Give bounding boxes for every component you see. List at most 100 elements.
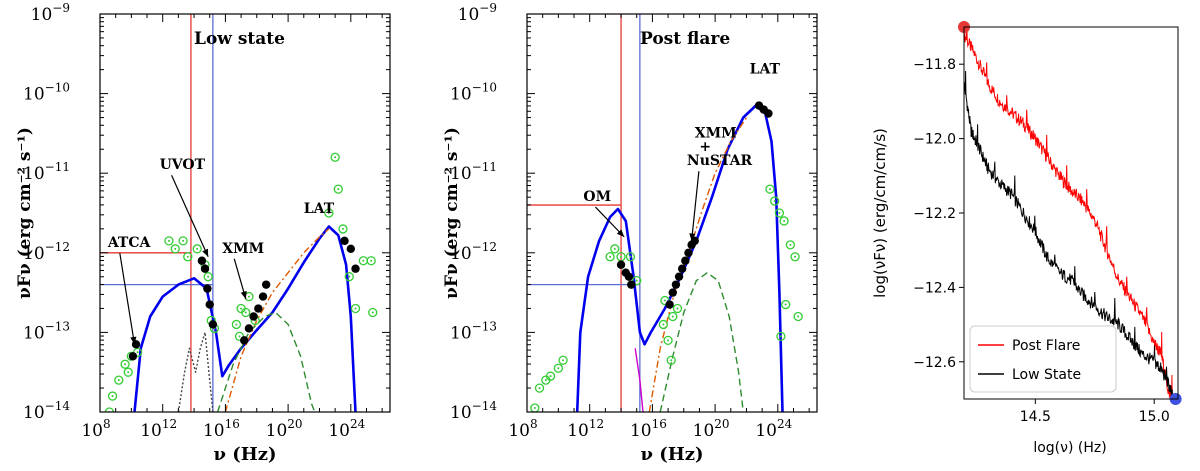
p2-x-tick-exponent-20: 20 xyxy=(714,417,729,431)
p1-archival-data-point-center-18 xyxy=(244,311,247,314)
p1-archival-data-point-center-13 xyxy=(207,275,210,278)
p2-archival-data-point-center-14 xyxy=(663,299,666,302)
p1-archival-data-point-11 xyxy=(192,244,202,254)
p1-campaign-data-point-9 xyxy=(249,312,258,321)
p1-y-tick-exponent--12: −12 xyxy=(45,240,70,254)
p1-archival-data-point-22 xyxy=(324,208,334,218)
p2-archival-data-point-center-15 xyxy=(676,307,679,310)
p1-archival-data-point-center-7 xyxy=(167,239,170,242)
p2-campaign-data-point-0 xyxy=(616,260,626,269)
p1-archival-data-point-center-29 xyxy=(370,259,373,262)
p1-archival-data-point-center-27 xyxy=(354,307,357,310)
p2-archival-data-point-center-5 xyxy=(562,359,565,362)
p1-archival-data-point-center-11 xyxy=(196,247,199,250)
p2-clipped-layer xyxy=(527,14,803,412)
p1-archival-data-point-center-19 xyxy=(247,295,250,298)
p1-archival-data-point-29 xyxy=(366,256,376,266)
p1-y-tick-label--9: 10−9 xyxy=(31,1,70,25)
p2-campaign-data-point-8 xyxy=(677,264,687,273)
post-flare-annotations: OM XMM+NuSTAR LAT xyxy=(583,62,781,241)
p1-x-tick-exponent-24: 24 xyxy=(350,417,366,431)
optical-zoom-legend: Post Flare Low State xyxy=(969,325,1117,393)
p1-annotation-uvot-1: UVOT xyxy=(160,157,206,173)
p2-x-tick-exponent-12: 12 xyxy=(589,417,604,431)
p1-archival-data-point-10 xyxy=(183,252,193,262)
p1-x-tick-exponent-16: 16 xyxy=(225,417,240,431)
p1-x-tick-label-16: 1016 xyxy=(203,417,240,441)
p1-archival-data-point-25 xyxy=(338,224,348,234)
p1-campaign-data-point-1 xyxy=(128,352,138,361)
p1-host-galaxy-line xyxy=(177,331,214,412)
p1-archival-data-point-6 xyxy=(123,367,133,377)
p1-annotation-atca-0: ATCA xyxy=(107,235,152,251)
p1-archival-data-point-center-30 xyxy=(371,311,374,314)
p1-x-tick-label-12: 1012 xyxy=(140,417,177,441)
p2-campaign-data-point-10 xyxy=(684,248,693,257)
p1-campaign-data-point-5 xyxy=(205,300,214,309)
p1-campaign-data-point-13 xyxy=(340,236,349,246)
p1-archival-data-point-center-24 xyxy=(337,188,340,191)
p2-archival-data-point-10 xyxy=(632,276,642,286)
p2-annotation-xmm-1: XMM xyxy=(695,125,737,141)
p1-x-tick-label-8: 108 xyxy=(81,417,110,441)
p1-campaign-data-point-7 xyxy=(240,336,249,345)
post-flare-x-label: ν (Hz) xyxy=(640,444,703,465)
p2-archival-data-point-1 xyxy=(534,383,545,393)
p2-campaign-data-point-4 xyxy=(665,300,674,309)
p1-campaign-data-point-15 xyxy=(351,264,360,273)
p2-archival-data-point-center-11 xyxy=(662,323,665,326)
p2-x-tick-label-16: 1016 xyxy=(630,417,667,441)
p2-y-tick-label--9: 10−9 xyxy=(458,1,497,25)
p1-archival-data-point-center-16 xyxy=(235,323,238,326)
p2-y-tick-exponent--9: −9 xyxy=(479,1,497,15)
p3-clipped-layer xyxy=(964,27,1174,399)
low-state-plot-content xyxy=(100,14,378,412)
p1-ssc-component-line xyxy=(224,228,330,412)
p1-clipped-layer xyxy=(100,14,378,412)
p3-y-tick-label-12-0: −12.0 xyxy=(913,132,956,148)
p1-y-tick-exponent--11: −11 xyxy=(45,160,70,174)
p1-annotation-arrow-1 xyxy=(171,174,209,258)
p1-archival-data-point-27 xyxy=(350,303,361,314)
p1-campaign-data-point-11 xyxy=(258,292,268,301)
low-state-annotations: ATCA UVOT XMM LAT xyxy=(107,157,335,345)
p2-x-tick-label-12: 1012 xyxy=(567,417,604,441)
p2-archival-data-point-center-25 xyxy=(797,315,800,318)
p3-post-flare-line xyxy=(964,27,1174,399)
p1-y-tick-label--10: 10−10 xyxy=(23,81,70,105)
p1-archival-data-point-23 xyxy=(330,152,340,162)
p1-archival-data-point-16 xyxy=(231,319,242,330)
p1-campaign-data-point-14 xyxy=(346,244,356,254)
optical-zoom-x-label: log(ν) (Hz) xyxy=(1033,440,1106,456)
p2-y-tick-exponent--13: −13 xyxy=(472,319,497,333)
panel-low-state: 108 1012 1016 1020 102410−1410−1310−1210−111… xyxy=(15,1,391,465)
p2-annotation-arrowhead-3 xyxy=(689,233,696,241)
p2-archival-data-point-center-13 xyxy=(671,315,674,318)
p2-ec-component-line xyxy=(659,272,744,412)
p2-archival-data-point-5 xyxy=(558,355,568,365)
post-flare-title: Post flare xyxy=(640,29,730,49)
p2-archival-data-point-13 xyxy=(668,311,678,322)
p1-archival-data-point-26 xyxy=(344,272,354,282)
p2-archival-data-point-center-3 xyxy=(549,375,552,378)
p1-archival-data-point-center-21 xyxy=(238,335,241,338)
p1-archival-data-point-18 xyxy=(241,307,251,318)
p2-archival-data-point-center-4 xyxy=(557,367,560,370)
p1-y-tick-exponent--9: −9 xyxy=(52,1,70,15)
p2-archival-data-point-center-8 xyxy=(620,255,623,258)
p2-archival-data-point-9 xyxy=(625,252,636,262)
legend-low-state-label: Low State xyxy=(1012,367,1081,383)
p1-archival-data-point-2 xyxy=(114,375,124,385)
p3-x-tick-label-14.5: 14.5 xyxy=(1020,409,1051,425)
p2-campaign-data-point-9 xyxy=(681,256,690,265)
p1-archival-data-point-13 xyxy=(203,272,213,282)
p2-y-tick-exponent--10: −10 xyxy=(472,81,497,95)
p3-y-tick-label-12-6: −12.6 xyxy=(913,355,956,371)
p1-x-tick-label-20: 1020 xyxy=(266,417,303,441)
p2-archival-data-point-center-23 xyxy=(784,303,787,306)
p1-campaign-data-point-4 xyxy=(203,284,212,293)
p1-archival-data-point-center-23 xyxy=(334,156,337,159)
p1-archival-data-point-center-28 xyxy=(362,259,365,262)
p1-ec-component-line xyxy=(216,311,316,412)
p2-archival-data-point-19 xyxy=(774,208,785,218)
